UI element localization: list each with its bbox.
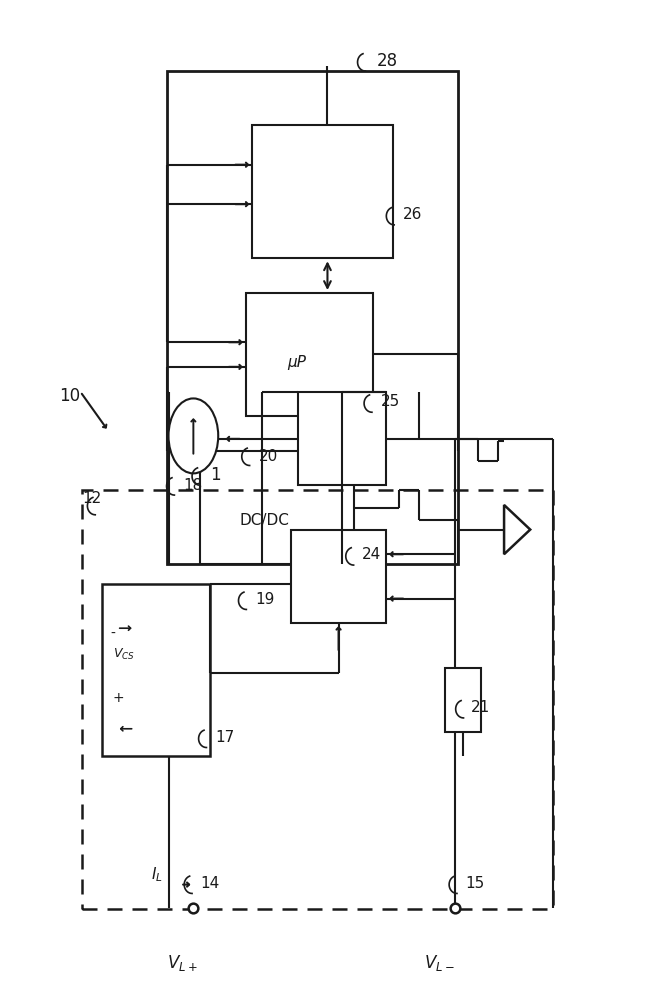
Text: 26: 26 bbox=[403, 207, 422, 222]
Text: $I_L$: $I_L$ bbox=[151, 866, 162, 884]
Text: $V_{L-}$: $V_{L-}$ bbox=[424, 953, 455, 973]
Bar bbox=[253, 125, 393, 258]
Text: 10: 10 bbox=[59, 387, 80, 405]
Circle shape bbox=[168, 398, 218, 473]
Text: μP: μP bbox=[287, 355, 306, 370]
Bar bbox=[82, 490, 553, 909]
Text: $V_{CS}$: $V_{CS}$ bbox=[113, 647, 135, 662]
Text: -: - bbox=[110, 627, 115, 641]
Text: 21: 21 bbox=[472, 700, 490, 715]
Bar bbox=[298, 392, 386, 485]
Text: 20: 20 bbox=[259, 449, 278, 464]
Text: $V_{L+}$: $V_{L+}$ bbox=[167, 953, 198, 973]
Bar bbox=[445, 668, 481, 732]
Text: +: + bbox=[113, 691, 124, 705]
Text: 1: 1 bbox=[210, 466, 220, 484]
Bar bbox=[291, 530, 386, 623]
Text: 24: 24 bbox=[362, 547, 381, 562]
Text: 25: 25 bbox=[381, 394, 400, 409]
Text: 17: 17 bbox=[215, 730, 234, 745]
Text: 18: 18 bbox=[184, 478, 203, 493]
Text: 14: 14 bbox=[200, 876, 219, 891]
Bar bbox=[167, 71, 458, 564]
Bar bbox=[200, 451, 353, 564]
Text: DC/DC: DC/DC bbox=[239, 513, 289, 528]
Text: 12: 12 bbox=[82, 491, 102, 506]
Bar bbox=[102, 584, 210, 756]
Text: 19: 19 bbox=[255, 592, 275, 607]
Text: 15: 15 bbox=[465, 876, 484, 891]
Bar bbox=[246, 293, 373, 416]
Text: 28: 28 bbox=[377, 52, 397, 70]
